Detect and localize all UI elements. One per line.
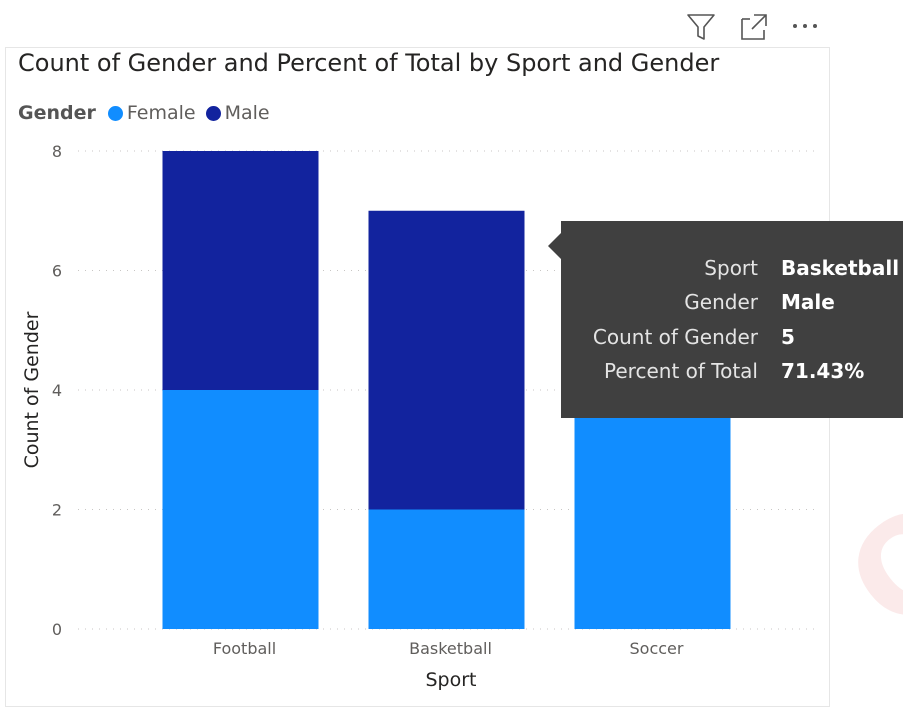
- focus-mode-icon: [741, 14, 767, 40]
- legend-item-female[interactable]: Female: [107, 102, 196, 124]
- tooltip-row-sport: Sport Basketball: [561, 256, 903, 290]
- y-tick-label: 2: [52, 501, 62, 520]
- bar-football-female[interactable]: [162, 390, 319, 629]
- bar-basketball-female[interactable]: [368, 509, 525, 630]
- tooltip-key: Sport: [704, 256, 758, 280]
- tooltip-value: 71.43%: [781, 359, 865, 383]
- tooltip-value: Male: [781, 290, 835, 314]
- filter-button[interactable]: [684, 10, 720, 44]
- tooltip-key: Gender: [684, 290, 758, 314]
- legend-title: Gender: [18, 102, 96, 124]
- more-options-icon: [793, 24, 817, 28]
- tooltip-value: 5: [781, 325, 795, 349]
- legend-dot-female: [107, 105, 123, 121]
- filter-icon: [687, 14, 715, 40]
- x-tick-label: Soccer: [630, 639, 684, 658]
- y-tick-label: 6: [52, 262, 62, 281]
- legend: Gender Female Male: [18, 101, 280, 125]
- y-tick-label: 8: [52, 142, 62, 161]
- x-tick-label: Football: [213, 639, 276, 658]
- legend-label-male: Male: [224, 102, 270, 124]
- more-options-button[interactable]: [788, 10, 824, 44]
- chart-title: Count of Gender and Percent of Total by …: [18, 49, 720, 77]
- y-tick-label: 0: [52, 620, 62, 639]
- tooltip: Sport Basketball Gender Male Count of Ge…: [561, 221, 903, 418]
- bar-football-male[interactable]: [162, 151, 319, 390]
- legend-dot-male: [205, 105, 221, 121]
- bar-basketball-male[interactable]: [368, 210, 525, 510]
- tooltip-key: Count of Gender: [592, 325, 758, 349]
- tooltip-key: Percent of Total: [604, 359, 758, 383]
- x-axis-title: Sport: [425, 669, 476, 691]
- focus-mode-button[interactable]: [736, 10, 772, 44]
- tooltip-value: Basketball: [781, 256, 900, 280]
- tooltip-arrow: [548, 232, 562, 260]
- legend-label-female: Female: [126, 102, 196, 124]
- visual-header-toolbar: [684, 10, 834, 44]
- legend-item-male[interactable]: Male: [205, 102, 270, 124]
- tooltip-row-count: Count of Gender 5: [561, 325, 903, 359]
- tooltip-row-gender: Gender Male: [561, 290, 903, 324]
- y-axis-title: Count of Gender: [21, 311, 43, 468]
- x-tick-label: Basketball: [409, 639, 492, 658]
- y-tick-label: 4: [52, 381, 62, 400]
- tooltip-row-percent: Percent of Total 71.43%: [561, 359, 903, 393]
